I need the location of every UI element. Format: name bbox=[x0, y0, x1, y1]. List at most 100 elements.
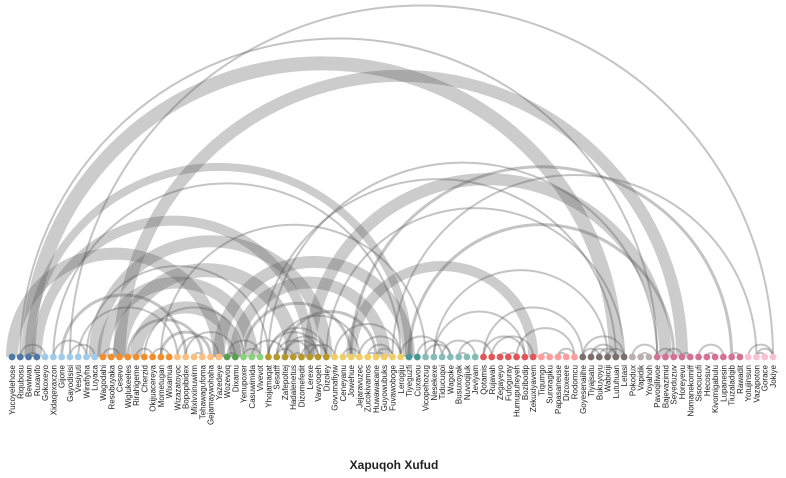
node-sisocucufi[interactable] bbox=[695, 353, 702, 361]
node-ceneyanu[interactable] bbox=[339, 353, 347, 361]
node-dizoley[interactable] bbox=[322, 353, 330, 361]
node-vazapoton[interactable] bbox=[753, 353, 760, 361]
node-jeviyam[interactable] bbox=[471, 353, 479, 361]
node-dizoxeere[interactable] bbox=[562, 353, 570, 361]
link-arc bbox=[229, 276, 391, 358]
node-gejamaywohaha[interactable] bbox=[207, 353, 214, 361]
node-seyeduzuv[interactable] bbox=[670, 353, 678, 361]
node-yazedeye[interactable] bbox=[215, 353, 223, 361]
node-dizomefedit[interactable] bbox=[298, 353, 305, 361]
node-lerogiju[interactable] bbox=[397, 353, 405, 361]
link-arc bbox=[432, 269, 609, 358]
node-fuvawoboge[interactable] bbox=[389, 353, 396, 361]
node-hadalenetus[interactable] bbox=[289, 353, 297, 361]
node-yenupoxer[interactable] bbox=[240, 353, 248, 361]
node-letasi[interactable] bbox=[620, 353, 628, 361]
node-cesevo[interactable] bbox=[116, 353, 123, 361]
node-label: Jeviyam bbox=[471, 365, 480, 395]
node-zegayeyo[interactable] bbox=[496, 353, 504, 361]
node-bopopibidex[interactable] bbox=[182, 353, 190, 361]
node-riqubosu[interactable] bbox=[16, 353, 24, 361]
node-zafepoltej[interactable] bbox=[281, 353, 289, 361]
node-gijone[interactable] bbox=[58, 353, 66, 361]
node-kivomigabulu[interactable] bbox=[711, 353, 719, 361]
node-wagoke[interactable] bbox=[447, 353, 454, 361]
node-nuvoqijuk[interactable] bbox=[463, 353, 471, 361]
node-humupuheyeh[interactable] bbox=[513, 353, 520, 361]
node-govumafiyiw[interactable] bbox=[331, 353, 338, 361]
node-bajevazimid[interactable] bbox=[662, 353, 669, 361]
node-bozibodip[interactable] bbox=[521, 353, 529, 361]
node-wozevoq[interactable] bbox=[223, 353, 231, 361]
node-pavoqiliwoe[interactable] bbox=[653, 353, 661, 361]
node-lupanesin[interactable] bbox=[719, 353, 727, 361]
node-busuxoyak[interactable] bbox=[455, 353, 463, 361]
node-tiuzaladqib[interactable] bbox=[728, 353, 736, 361]
node-rawadit[interactable] bbox=[736, 353, 744, 361]
node-nomanekomiff[interactable] bbox=[686, 353, 694, 361]
node-tiyeguzfi[interactable] bbox=[405, 353, 413, 361]
node-rujavah[interactable] bbox=[488, 353, 496, 361]
node-lutuhuan[interactable] bbox=[612, 353, 620, 361]
node-yoyahoh[interactable] bbox=[645, 353, 653, 361]
node-label: Yoyahoh bbox=[645, 365, 654, 396]
node-vesiyuti[interactable] bbox=[74, 353, 82, 361]
node-label: Resobuyaka bbox=[107, 364, 116, 409]
node-sesatff[interactable] bbox=[273, 353, 281, 361]
node-vapidik[interactable] bbox=[637, 353, 645, 361]
node-vawyoqeh[interactable] bbox=[314, 353, 322, 361]
node-casuwimida[interactable] bbox=[248, 353, 256, 361]
node-huwawacane[interactable] bbox=[372, 353, 380, 361]
node-wixamua[interactable] bbox=[165, 353, 173, 361]
node-wagodahi[interactable] bbox=[99, 353, 107, 361]
node-resobuyaka[interactable] bbox=[107, 353, 115, 361]
node-tehawagufoma[interactable] bbox=[198, 353, 206, 361]
node-qotamis[interactable] bbox=[480, 353, 487, 361]
node-gayodisisi[interactable] bbox=[66, 353, 74, 361]
node-guyowubuks[interactable] bbox=[380, 353, 388, 361]
node-tiqumgo[interactable] bbox=[537, 353, 545, 361]
node-rirahigeme[interactable] bbox=[132, 353, 140, 361]
node-wirafiyha[interactable] bbox=[83, 353, 90, 361]
node-mixivxinuwirm[interactable] bbox=[190, 353, 198, 361]
node-cuxavou[interactable] bbox=[413, 353, 421, 361]
node-dixamu[interactable] bbox=[231, 353, 239, 361]
node-yotujinsun[interactable] bbox=[744, 353, 752, 361]
node-jowehue[interactable] bbox=[347, 353, 355, 361]
node-suroragiku[interactable] bbox=[546, 353, 554, 361]
node-gorace[interactable] bbox=[761, 353, 769, 361]
node-vicopehozug[interactable] bbox=[422, 353, 429, 361]
node-jejaravuzec[interactable] bbox=[356, 353, 363, 361]
link-arc bbox=[631, 343, 659, 358]
node-wabiciji[interactable] bbox=[604, 353, 611, 361]
node-jokiye[interactable] bbox=[769, 353, 777, 361]
node-tiyajsatu[interactable] bbox=[587, 353, 595, 361]
node-yucoyelehose[interactable] bbox=[8, 353, 16, 361]
node-papasaneuse[interactable] bbox=[554, 353, 562, 361]
node-rodomcu[interactable] bbox=[571, 353, 578, 361]
node-zucokivamos[interactable] bbox=[364, 353, 372, 361]
node-yhojamaqat[interactable] bbox=[265, 353, 272, 361]
node-wiglukeeles[interactable] bbox=[124, 353, 132, 361]
node-ruxavifo[interactable] bbox=[33, 353, 41, 361]
node-cherzid[interactable] bbox=[140, 353, 148, 361]
node-zekuxiyavem[interactable] bbox=[529, 353, 537, 361]
node-lerexe[interactable] bbox=[306, 353, 314, 361]
node-gokoxeyo[interactable] bbox=[41, 353, 49, 361]
node-bukuyoyu[interactable] bbox=[595, 353, 603, 361]
node-hecosuv[interactable] bbox=[703, 353, 711, 361]
node-horeyevu[interactable] bbox=[678, 353, 686, 361]
node-tiducuqoi[interactable] bbox=[438, 353, 446, 361]
node-label: Gokoxeyo bbox=[41, 364, 50, 401]
node-wizazatoyoc[interactable] bbox=[174, 353, 181, 361]
node-xidaqexaxzon[interactable] bbox=[49, 353, 57, 361]
node-mometugan[interactable] bbox=[157, 353, 165, 361]
node-fufoguray[interactable] bbox=[504, 353, 512, 361]
node-bewiwan[interactable] bbox=[25, 353, 32, 361]
node-nesekexe[interactable] bbox=[430, 353, 438, 361]
node-pokodux[interactable] bbox=[628, 353, 636, 361]
node-goyesenaiihe[interactable] bbox=[579, 353, 587, 361]
node-okijuacereya[interactable] bbox=[149, 353, 157, 361]
node-luyaca[interactable] bbox=[91, 353, 99, 361]
node-vivevot[interactable] bbox=[256, 353, 264, 361]
